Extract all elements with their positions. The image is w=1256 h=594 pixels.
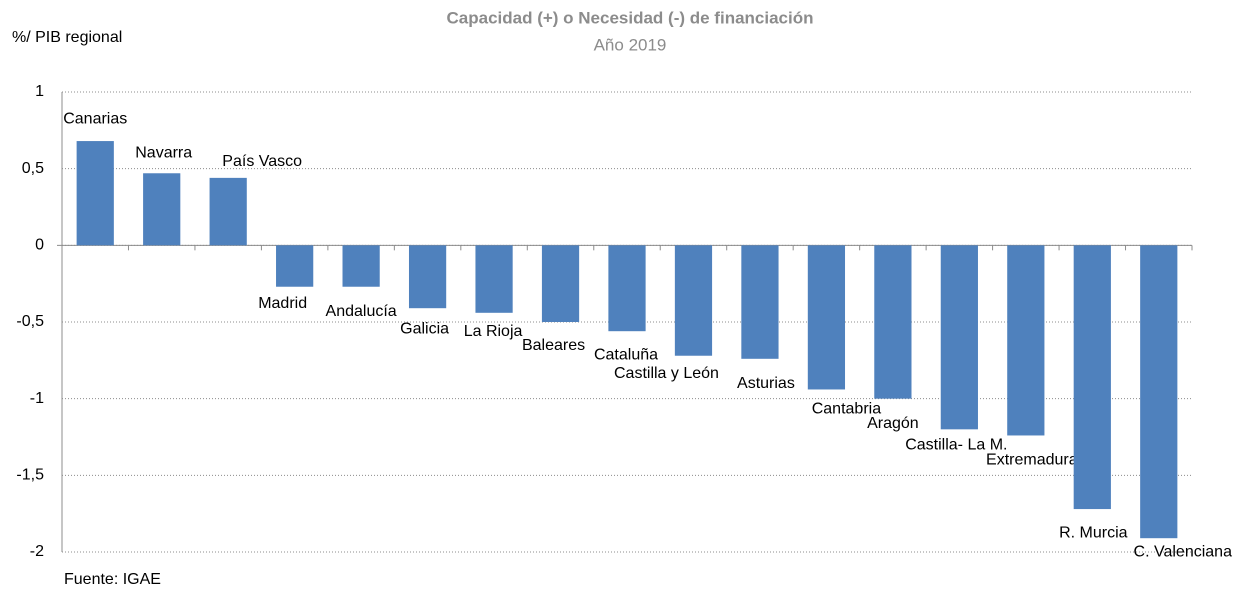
category-label: Cataluña: [594, 346, 658, 363]
category-label: Asturias: [737, 375, 795, 392]
bar: [874, 245, 912, 399]
y-axis-label: %/ PIB regional: [12, 29, 122, 46]
category-label: La Rioja: [464, 323, 523, 340]
category-label: Canarias: [63, 110, 127, 127]
category-label: Galicia: [400, 320, 449, 337]
y-tick-label: -2: [30, 543, 44, 560]
category-label: Andalucía: [326, 303, 397, 320]
y-tick-label: 0,5: [22, 160, 44, 177]
y-tick-label: -1: [30, 390, 44, 407]
bar: [940, 245, 978, 430]
category-label: Madrid: [258, 295, 307, 312]
bar: [541, 245, 580, 322]
bar: [741, 245, 779, 359]
bar: [1007, 245, 1045, 436]
bar: [342, 245, 380, 287]
category-label: Baleares: [522, 337, 585, 354]
bar: [143, 173, 181, 246]
bar: [276, 245, 314, 287]
category-label: Extremadura: [986, 452, 1078, 469]
source: Fuente: IGAE: [64, 571, 161, 588]
bar: [1140, 245, 1178, 539]
bar: [807, 245, 846, 390]
category-label: Aragón: [867, 415, 919, 432]
bar: [408, 245, 447, 309]
bar: [475, 245, 513, 313]
y-tick-label: 0: [35, 237, 44, 254]
category-label: Cantabria: [812, 401, 881, 418]
category-label: Navarra: [135, 144, 192, 161]
category-label: Castilla- La M.: [905, 437, 1007, 454]
bar: [608, 245, 646, 332]
chart-title: Capacidad (+) o Necesidad (-) de financi…: [447, 8, 814, 27]
y-tick-label: -0,5: [16, 313, 44, 330]
category-label: País Vasco: [222, 153, 302, 170]
chart-subtitle: Año 2019: [594, 35, 667, 54]
category-label: Castilla y León: [614, 365, 719, 382]
bar: [1073, 245, 1111, 510]
bar: [209, 177, 247, 246]
category-label: C. Valenciana: [1134, 543, 1233, 560]
y-tick-label: -1,5: [16, 467, 44, 484]
category-label: R. Murcia: [1059, 524, 1128, 541]
bar: [76, 141, 114, 246]
y-tick-label: 1: [35, 83, 44, 100]
bar: [674, 245, 713, 356]
